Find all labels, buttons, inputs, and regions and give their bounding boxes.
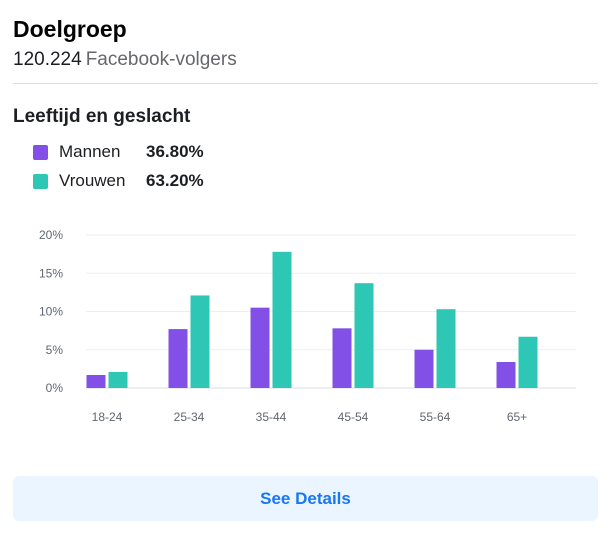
legend-swatch-mannen (33, 144, 48, 160)
bar-vrouwen-65+ (518, 336, 538, 388)
x-tick-label: 45-54 (338, 410, 369, 424)
y-tick-label: 5% (46, 343, 64, 357)
x-tick-label: 55-64 (420, 410, 451, 424)
x-tick-label: 18-24 (92, 410, 123, 424)
bar-vrouwen-55-64 (436, 309, 456, 388)
legend-value-mannen: 36.80% (146, 142, 204, 161)
legend-value-vrouwen: 63.20% (146, 171, 204, 190)
bar-vrouwen-35-44 (272, 251, 292, 388)
section-title: Leeftijd en geslacht (13, 106, 191, 127)
legend-item-mannen: Mannen 36.80% (33, 140, 204, 164)
legend-item-vrouwen: Vrouwen 63.20% (33, 169, 204, 193)
see-details-button[interactable]: See Details (13, 476, 598, 521)
bar-mannen-18-24 (86, 374, 106, 388)
bar-mannen-55-64 (414, 349, 434, 388)
bar-mannen-65+ (496, 361, 516, 388)
legend: Mannen 36.80% Vrouwen 63.20% (33, 140, 204, 198)
card-title: Doelgroep (13, 16, 127, 42)
legend-swatch-vrouwen (33, 173, 48, 189)
y-tick-label: 20% (39, 228, 63, 242)
legend-label-vrouwen: Vrouwen (59, 171, 126, 190)
x-tick-label: 35-44 (256, 410, 287, 424)
bar-vrouwen-45-54 (354, 283, 374, 388)
x-tick-label: 25-34 (174, 410, 205, 424)
age-gender-bar-chart: 0% 5% 10% 15% 20% 18-24 25-34 35-44 45-54 55-64 65… (39, 228, 576, 424)
bar-mannen-45-54 (332, 328, 352, 388)
bar-mannen-25-34 (168, 329, 188, 388)
bar-vrouwen-18-24 (108, 371, 128, 388)
follower-count: 120.224 (13, 49, 82, 70)
legend-label-mannen: Mannen (59, 142, 121, 161)
y-tick-label: 10% (39, 305, 63, 319)
bar-vrouwen-25-34 (190, 295, 210, 388)
x-tick-label: 65+ (507, 410, 527, 424)
divider (13, 83, 598, 84)
bar-mannen-35-44 (250, 307, 270, 388)
follower-label: Facebook-volgers (85, 49, 237, 70)
y-tick-label: 15% (39, 266, 63, 280)
follower-summary: 120.224 Facebook-volgers (13, 47, 237, 73)
y-tick-label: 0% (46, 381, 64, 395)
